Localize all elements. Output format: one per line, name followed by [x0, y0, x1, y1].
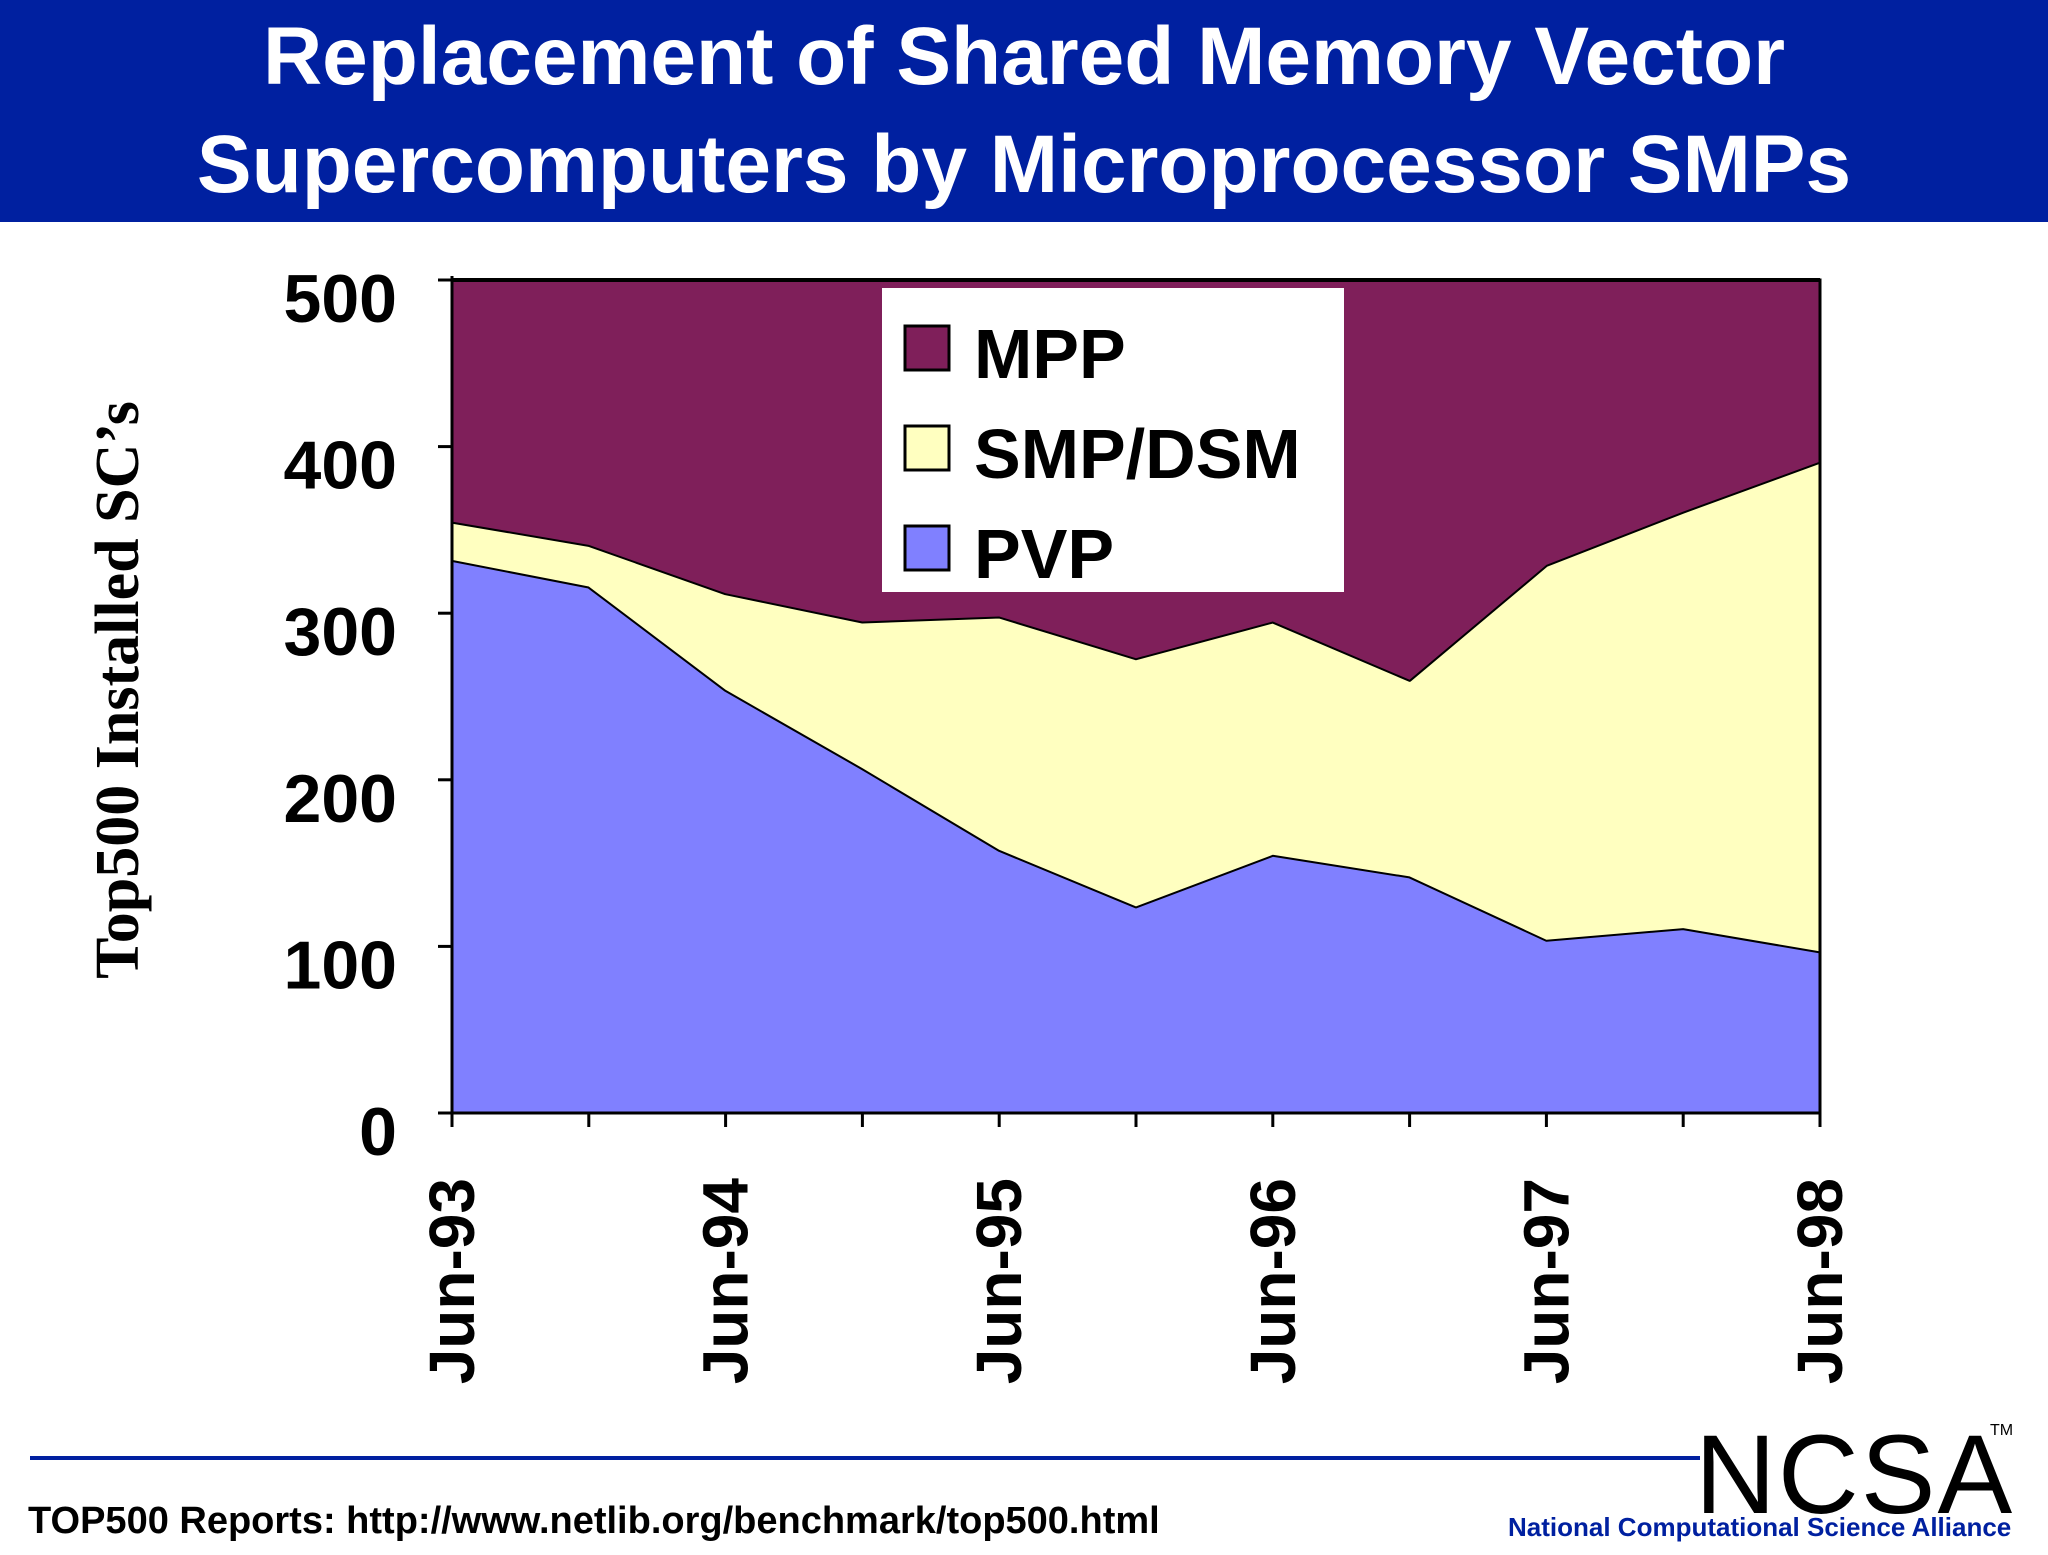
legend-box — [882, 288, 1344, 592]
footer-divider — [30, 1456, 1700, 1460]
title-line-1: Replacement of Shared Memory Vector — [262, 11, 1786, 102]
x-tick-label: Jun-95 — [963, 1178, 1035, 1384]
x-tick-label: Jun-98 — [1784, 1178, 1856, 1384]
legend-swatch — [903, 324, 951, 372]
y-tick-label: 300 — [284, 594, 397, 670]
title-banner: Replacement of Shared Memory Vector Supe… — [0, 0, 2048, 222]
x-tick-label: Jun-96 — [1237, 1178, 1309, 1384]
footer-source-text: TOP500 Reports: http://www.netlib.org/be… — [28, 1500, 1160, 1542]
legend-swatch — [903, 524, 951, 572]
legend-swatch — [903, 424, 951, 472]
title-line-2: Supercomputers by Microprocessor SMPs — [196, 119, 1852, 210]
x-axis-tick-labels: Jun-93 Jun-94 Jun-95 Jun-96 Jun-97 Jun-98 — [416, 1113, 1856, 1384]
area-smp-dsm — [452, 461, 1820, 952]
legend-label: PVP — [974, 515, 1114, 593]
y-axis-tick-labels: 0 100 200 300 400 500 — [284, 261, 452, 1170]
area-pvp — [452, 559, 1820, 1113]
x-tick-label: Jun-94 — [690, 1178, 762, 1385]
y-tick-label: 400 — [284, 428, 397, 504]
ncsa-trademark: TM — [1990, 1422, 2014, 1439]
y-axis-title: Top500 Installed SC’s — [84, 401, 152, 979]
ncsa-logo: NCSA — [1695, 1412, 2015, 1537]
y-tick-label: 100 — [284, 927, 397, 1003]
legend-label: MPP — [974, 315, 1126, 393]
legend-label: SMP/DSM — [974, 415, 1301, 493]
legend: MPP SMP/DSM PVP — [882, 288, 1344, 593]
ncsa-org-name: National Computational Science Alliance — [1508, 1512, 2012, 1542]
y-tick-label: 200 — [284, 761, 397, 837]
x-tick-label: Jun-93 — [416, 1178, 488, 1384]
x-tick-label: Jun-97 — [1510, 1178, 1582, 1384]
y-tick-label: 0 — [359, 1094, 397, 1170]
y-tick-label: 500 — [284, 261, 397, 337]
